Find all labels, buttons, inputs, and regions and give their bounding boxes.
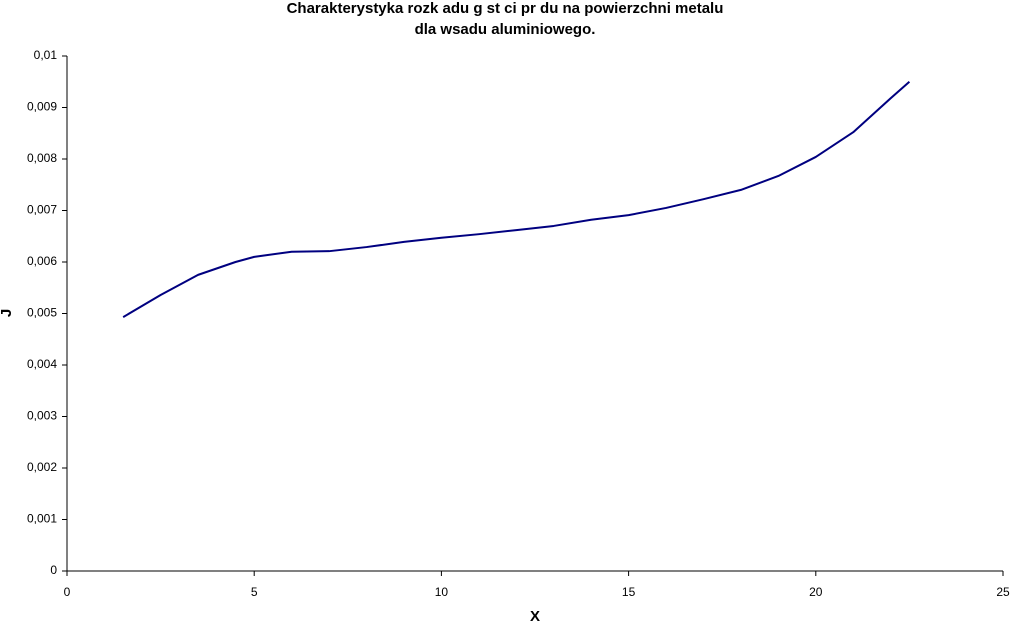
y-tick-label: 0,005 [27,306,57,320]
x-tick-label: 20 [809,585,823,599]
chart-title: Charakterystyka rozk adu g st ci pr du n… [287,0,724,17]
data-line [122,80,911,318]
y-tick-label: 0 [50,563,57,577]
y-tick-label: 0,007 [27,203,57,217]
y-tick-label: 0,002 [27,460,57,474]
chart-title: dla wsadu aluminiowego. [415,21,596,38]
y-tick-label: 0,003 [27,409,57,423]
x-tick-label: 0 [64,585,71,599]
x-axis-title: X [530,608,540,625]
y-tick-label: 0,009 [27,100,57,114]
y-axis-title: J [0,309,15,317]
y-tick-label: 0,01 [34,48,58,62]
y-tick-label: 0,001 [27,512,57,526]
y-tick-label: 0,008 [27,151,57,165]
x-tick-label: 10 [435,585,449,599]
x-tick-label: 15 [622,585,636,599]
x-tick-label: 5 [251,585,258,599]
y-tick-label: 0,006 [27,254,57,268]
x-tick-label: 25 [996,585,1010,599]
y-tick-label: 0,004 [27,357,57,371]
